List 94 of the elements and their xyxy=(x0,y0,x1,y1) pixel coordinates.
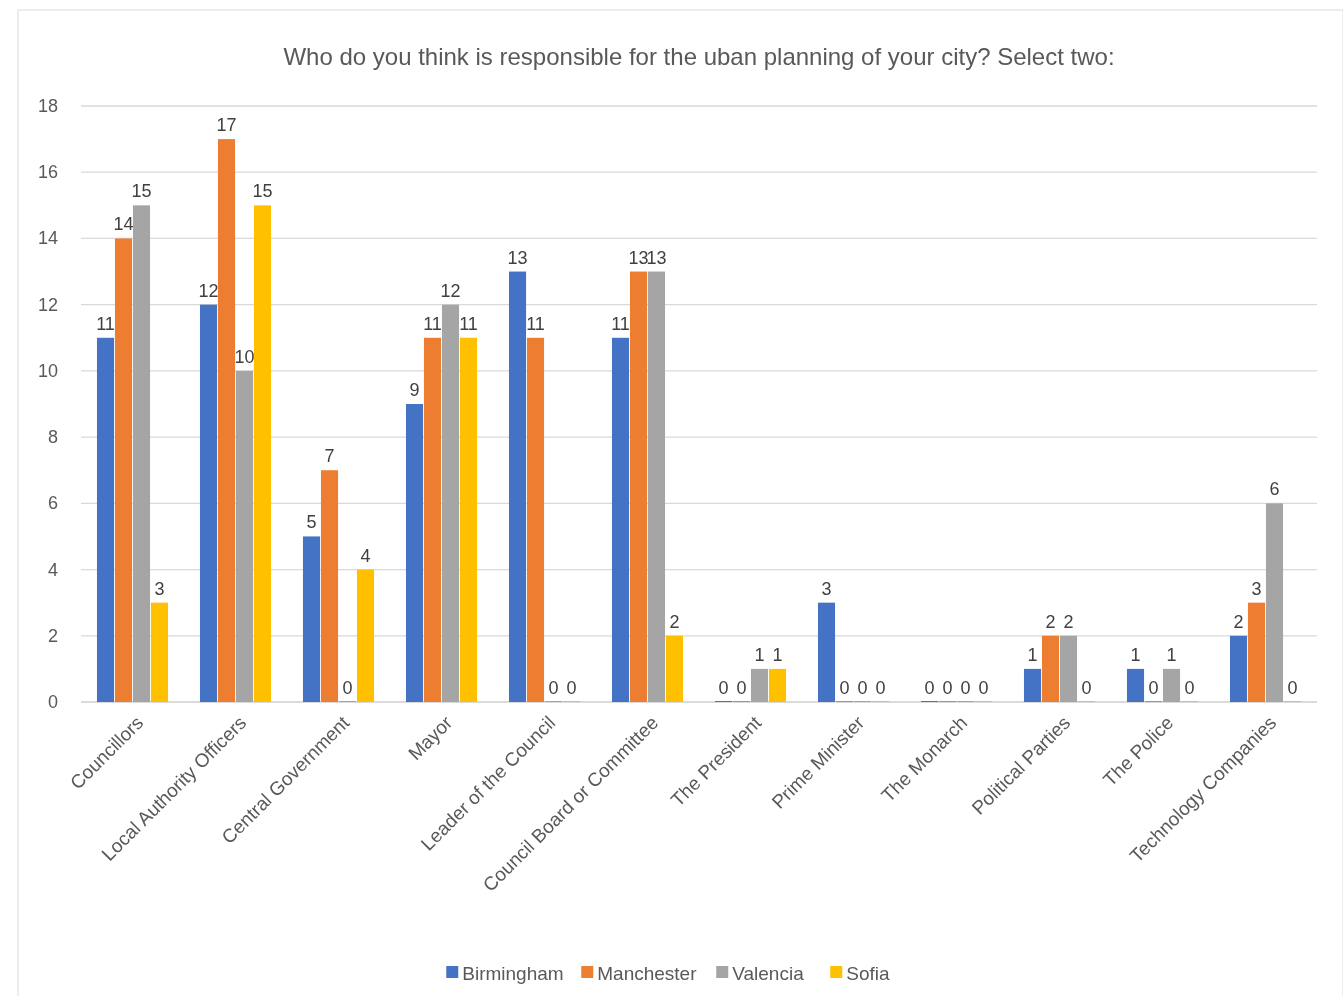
bar xyxy=(508,271,527,702)
data-label: 10 xyxy=(234,346,255,367)
data-label: 2 xyxy=(1063,611,1074,632)
bar xyxy=(1126,668,1145,702)
data-label: 0 xyxy=(548,678,559,698)
data-label: 0 xyxy=(924,678,935,698)
bar xyxy=(302,536,321,702)
data-label: 11 xyxy=(526,313,545,334)
bar xyxy=(459,337,478,702)
bar xyxy=(1162,668,1181,702)
bar xyxy=(629,271,648,702)
bar xyxy=(665,635,684,702)
data-label: 6 xyxy=(1269,479,1280,500)
bar xyxy=(217,139,236,702)
bar xyxy=(150,602,169,702)
legend-label: Valencia xyxy=(732,963,805,984)
bar xyxy=(253,205,272,702)
bar xyxy=(1265,503,1284,702)
data-label: 0 xyxy=(718,678,729,698)
data-label: 13 xyxy=(628,247,649,268)
data-label: 0 xyxy=(978,678,989,698)
bar xyxy=(441,304,460,702)
data-label: 3 xyxy=(1251,578,1262,599)
data-label: 11 xyxy=(96,313,115,334)
y-tick-label: 2 xyxy=(47,625,58,646)
data-label: 4 xyxy=(360,545,371,566)
data-label: 1 xyxy=(1166,644,1177,665)
bar xyxy=(199,304,218,702)
y-tick-label: 6 xyxy=(47,493,58,514)
y-tick-label: 14 xyxy=(37,228,58,249)
bar xyxy=(96,337,115,702)
bar xyxy=(114,238,133,702)
bar xyxy=(356,569,375,702)
data-label: 0 xyxy=(1081,678,1092,698)
data-label: 3 xyxy=(154,578,165,599)
data-label: 0 xyxy=(1287,678,1298,698)
data-label: 1 xyxy=(772,644,783,665)
y-tick-label: 12 xyxy=(37,294,58,315)
chart-title: Who do you think is responsible for the uban planning of your city? Select two: xyxy=(283,43,1115,70)
legend-label: Manchester xyxy=(597,963,698,984)
bar xyxy=(1023,668,1042,702)
data-label: 12 xyxy=(198,280,219,301)
bar xyxy=(611,337,630,702)
y-tick-label: 18 xyxy=(37,96,58,116)
data-label: 0 xyxy=(857,678,868,698)
legend-label: Birmingham xyxy=(462,963,564,984)
data-label: 0 xyxy=(1184,678,1195,698)
y-tick-label: 10 xyxy=(37,360,58,381)
bar xyxy=(405,404,424,702)
bar xyxy=(132,205,151,702)
data-label: 13 xyxy=(507,247,528,268)
bar xyxy=(423,337,442,702)
data-label: 0 xyxy=(1148,678,1159,698)
data-label: 2 xyxy=(669,611,680,632)
bar xyxy=(750,668,769,702)
bar xyxy=(526,337,545,702)
data-label: 11 xyxy=(611,313,630,334)
bar xyxy=(817,602,836,702)
bar xyxy=(647,271,666,702)
data-label: 15 xyxy=(252,181,273,202)
data-label: 0 xyxy=(960,678,971,698)
data-label: 1 xyxy=(754,644,765,665)
data-label: 14 xyxy=(113,214,134,235)
data-label: 1 xyxy=(1027,644,1038,665)
data-label: 2 xyxy=(1233,611,1244,632)
data-label: 0 xyxy=(839,678,850,698)
data-label: 2 xyxy=(1045,611,1056,632)
bar xyxy=(320,470,339,702)
data-label: 0 xyxy=(875,678,886,698)
y-tick-label: 16 xyxy=(37,162,58,183)
data-label: 11 xyxy=(423,313,442,334)
y-tick-label: 4 xyxy=(47,559,58,580)
data-label: 17 xyxy=(216,115,237,136)
bar xyxy=(1229,635,1248,702)
bar xyxy=(768,668,787,702)
data-label: 0 xyxy=(342,678,353,698)
data-label: 5 xyxy=(306,512,317,533)
data-label: 11 xyxy=(459,313,478,334)
legend-label: Sofia xyxy=(846,963,890,984)
bar xyxy=(1041,635,1060,702)
data-label: 15 xyxy=(131,181,152,202)
data-label: 0 xyxy=(566,678,577,698)
bar xyxy=(1059,635,1078,702)
y-tick-label: 0 xyxy=(47,692,58,712)
y-tick-label: 8 xyxy=(47,427,58,448)
data-label: 3 xyxy=(821,578,832,599)
bar xyxy=(235,370,254,702)
data-label: 7 xyxy=(324,446,335,467)
data-label: 0 xyxy=(736,678,747,698)
data-label: 12 xyxy=(440,280,461,301)
data-label: 1 xyxy=(1130,644,1141,665)
bar xyxy=(1247,602,1266,702)
data-label: 9 xyxy=(409,380,420,400)
data-label: 0 xyxy=(942,678,953,698)
